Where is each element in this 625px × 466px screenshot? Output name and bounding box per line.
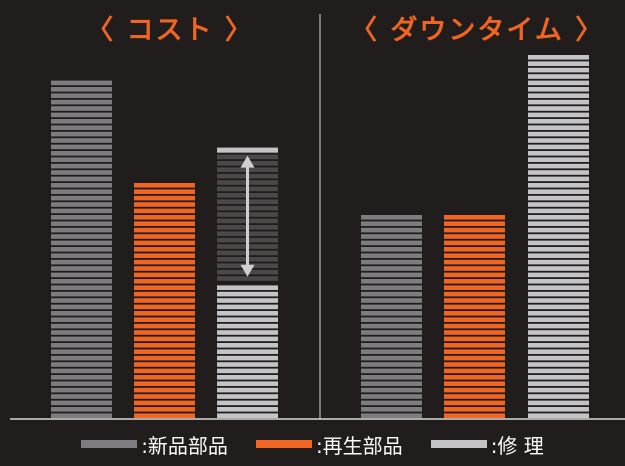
downtime-bar-new (361, 215, 422, 418)
legend-item-recycled: :再生部品 (255, 430, 403, 459)
reduction-arrow-head-down (240, 264, 255, 277)
legend-label-new: :新品部品 (141, 433, 228, 458)
cost-repair-top-marker (217, 147, 278, 153)
legend: :新品部品 :再生部品 :修 理 (0, 429, 625, 459)
legend-label-repair: :修 理 (490, 433, 544, 458)
cost-panel-title: 〈 コスト 〉 (86, 15, 254, 46)
legend-item-repair: :修 理 (430, 430, 544, 459)
legend-swatch-new (81, 440, 138, 448)
reduction-arrow-head-up (240, 155, 255, 168)
cost-bar-repair (217, 285, 278, 418)
cost-bar-recycled (134, 183, 195, 418)
downtime-bar-repair (528, 55, 589, 418)
legend-item-new: :新品部品 (81, 430, 228, 459)
downtime-panel-title: 〈 ダウンタイム 〉 (350, 15, 605, 46)
legend-swatch-recycled (255, 440, 312, 448)
legend-swatch-repair (430, 440, 487, 448)
cost-bar-new (51, 80, 112, 418)
legend-label-recycled: :再生部品 (315, 433, 403, 458)
downtime-bar-recycled (444, 215, 505, 418)
